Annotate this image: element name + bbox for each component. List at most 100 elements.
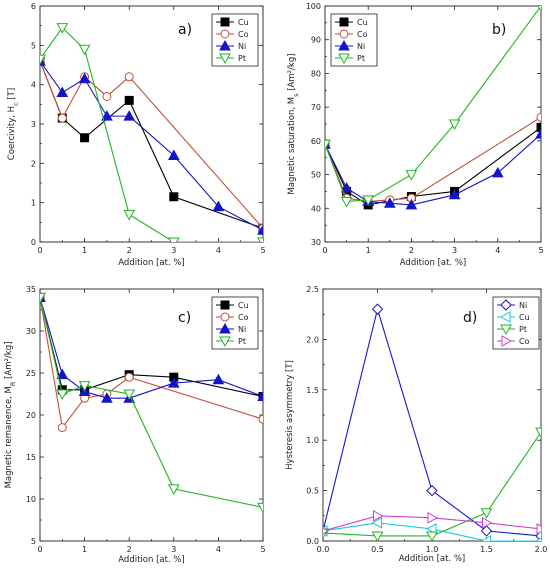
x-tick-label: 1 [82, 246, 87, 255]
series-ni [40, 55, 263, 235]
panel-d: 0.0 0.5 1.0 1.5 2.0 0.0 0.5 1.0 1.5 2.0 2.5 Additio… [285, 285, 547, 564]
series-co [40, 56, 263, 233]
data-point-ni [101, 110, 113, 121]
legend-box [492, 296, 540, 350]
legend-marker [338, 53, 350, 65]
legend-label: Co [238, 313, 249, 322]
data-point-cu [425, 523, 437, 535]
panel-a: 0 1 2 3 4 5 0 1 2 3 4 5 6 Addition [at. %] Coercivity,… [7, 2, 266, 268]
x-tick-label: 0.0 [317, 545, 330, 554]
x-axis-label: Addition [at. %] [400, 258, 466, 268]
legend-entry-co: Co [335, 29, 368, 39]
legend-marker [499, 311, 511, 323]
x-tick-label: 2 [127, 246, 132, 255]
data-point-ni [448, 188, 461, 200]
series-line-co [325, 116, 541, 203]
legend-marker [219, 322, 231, 334]
data-point-ni [56, 86, 69, 98]
data-point-pt [40, 292, 46, 304]
data-point-pt [78, 381, 91, 392]
series-pt [40, 23, 263, 242]
x-tick-label: 5 [260, 246, 265, 255]
data-point-ni [123, 110, 136, 121]
series-co [323, 509, 541, 535]
x-tick-label: 4 [216, 545, 221, 554]
legend-entry-co: Co [216, 29, 249, 39]
legend-entry-cu: Cu [335, 17, 368, 27]
y-tick-label: 30 [26, 327, 36, 336]
series-co [325, 112, 541, 207]
data-point-ni [426, 484, 438, 497]
x-tick-label: 3 [171, 545, 176, 554]
legend-label: Pt [238, 54, 246, 63]
data-point-co [536, 523, 541, 535]
legend-marker [220, 300, 230, 310]
series-line-ni [40, 60, 263, 231]
x-tick-label: 5 [538, 246, 543, 255]
data-point-pt [340, 197, 353, 208]
series-line-cu [40, 297, 263, 398]
series-pt [40, 292, 263, 514]
legend-label: Pt [238, 337, 246, 346]
data-point-co [323, 527, 330, 535]
legend-label: Pt [519, 325, 527, 334]
legend-entry-cu: Cu [216, 17, 249, 27]
data-point-ni [371, 303, 384, 315]
x-tick-label: 1.0 [426, 545, 439, 554]
y-tick-label: 50 [311, 171, 321, 180]
legend-entry-pt: Pt [216, 336, 246, 348]
x-tick-label: 2.0 [535, 545, 548, 554]
legend-entry-co: Co [497, 335, 530, 347]
x-axis-label: Addition [at. %] [118, 258, 184, 268]
x-tick-label: 2 [127, 545, 132, 554]
x-tick-label: 0 [37, 246, 42, 255]
legend-entry-cu: Cu [216, 300, 249, 310]
data-point-ni [101, 392, 113, 403]
data-point-co [57, 423, 67, 433]
data-point-pt [257, 237, 263, 242]
y-tick-label: 5 [31, 41, 36, 50]
y-tick-label: 25 [26, 369, 36, 378]
data-point-cu [169, 192, 179, 202]
data-point-pt [405, 170, 418, 181]
series-line-co [40, 297, 263, 429]
series-line-pt [40, 297, 263, 508]
x-tick-label: 1.5 [480, 545, 493, 554]
legend-entry-ni: Ni [216, 322, 246, 334]
data-point-ni [535, 128, 541, 139]
data-point-pt [535, 427, 541, 439]
legend-box [330, 13, 378, 67]
legend-entry-co: Co [216, 312, 249, 322]
legend-entry-pt: Pt [497, 324, 527, 336]
panel-b: 0 1 2 3 4 5 30 40 50 60 70 80 90 100 Addition [at. %] M… [287, 2, 544, 268]
y-axis-label: Hysteresis asymmetry [T] [285, 360, 295, 470]
panel-label: d) [463, 310, 477, 326]
data-point-pt [448, 119, 461, 131]
legend-label: Co [238, 30, 249, 39]
data-point-cu [536, 122, 541, 132]
data-point-co [427, 511, 439, 524]
data-point-ni [257, 224, 263, 235]
data-point-pt [362, 195, 375, 206]
legend-box [211, 13, 259, 67]
x-tick-label: 0 [37, 545, 42, 554]
y-tick-label: 20 [26, 411, 36, 420]
legend-marker [220, 29, 230, 39]
legend-marker [219, 39, 231, 51]
data-point-co [57, 113, 67, 123]
legend-entry-ni: Ni [497, 299, 527, 311]
y-tick-label: 1 [31, 199, 36, 208]
legend-entry-pt: Pt [216, 53, 246, 65]
legend-entry-ni: Ni [335, 39, 365, 51]
y-tick-label: 40 [311, 204, 321, 213]
y-tick-label: 6 [31, 2, 36, 11]
legend: Cu Co Ni Pt [330, 13, 378, 67]
data-point-co [102, 91, 112, 101]
legend-entry-pt: Pt [335, 53, 365, 65]
legend-marker [219, 53, 231, 65]
series-ni [325, 128, 541, 210]
data-point-co [373, 509, 384, 522]
y-tick-label: 60 [311, 137, 321, 146]
y-tick-label: 3 [31, 120, 36, 129]
data-point-pt [78, 44, 91, 56]
